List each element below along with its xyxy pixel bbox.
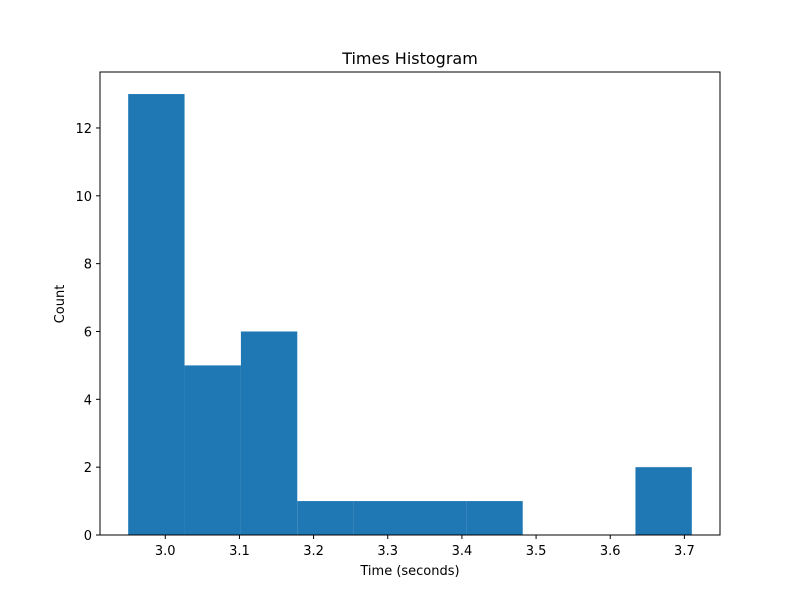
x-tick-label: 3.4 xyxy=(452,544,473,559)
histogram-bar-4 xyxy=(353,501,410,535)
histogram-bar-3 xyxy=(297,501,354,535)
y-tick-label: 10 xyxy=(75,190,92,205)
histogram-bar-1 xyxy=(184,365,241,535)
x-tick-label: 3.1 xyxy=(229,544,250,559)
histogram-bar-5 xyxy=(410,501,467,535)
histogram-bar-6 xyxy=(466,501,523,535)
chart-title: Times Histogram xyxy=(341,49,478,68)
x-tick-label: 3.5 xyxy=(526,544,547,559)
y-tick-label: 8 xyxy=(84,258,92,273)
y-tick-label: 4 xyxy=(84,393,92,408)
y-tick-label: 2 xyxy=(84,461,92,476)
x-axis-ticks: 3.0 3.1 3.2 3.3 3.4 3.5 3.6 3.7 xyxy=(155,535,695,559)
x-tick-label: 3.2 xyxy=(303,544,324,559)
x-tick-label: 3.6 xyxy=(600,544,621,559)
y-tick-label: 12 xyxy=(75,122,92,137)
x-tick-label: 3.7 xyxy=(674,544,695,559)
bars-group xyxy=(128,94,692,536)
y-axis-ticks: 0 2 4 6 8 10 12 xyxy=(75,122,100,544)
y-axis-label: Count xyxy=(53,285,68,324)
plot-frame xyxy=(99,71,721,536)
histogram-bar-9 xyxy=(635,467,692,535)
histogram-bar-2 xyxy=(240,331,298,535)
x-tick-label: 3.0 xyxy=(155,544,176,559)
y-tick-label: 6 xyxy=(84,325,92,340)
histogram-bar-0 xyxy=(128,94,185,536)
x-axis-label: Time (seconds) xyxy=(359,564,459,579)
x-tick-label: 3.3 xyxy=(377,544,398,559)
y-tick-label: 0 xyxy=(84,529,92,544)
